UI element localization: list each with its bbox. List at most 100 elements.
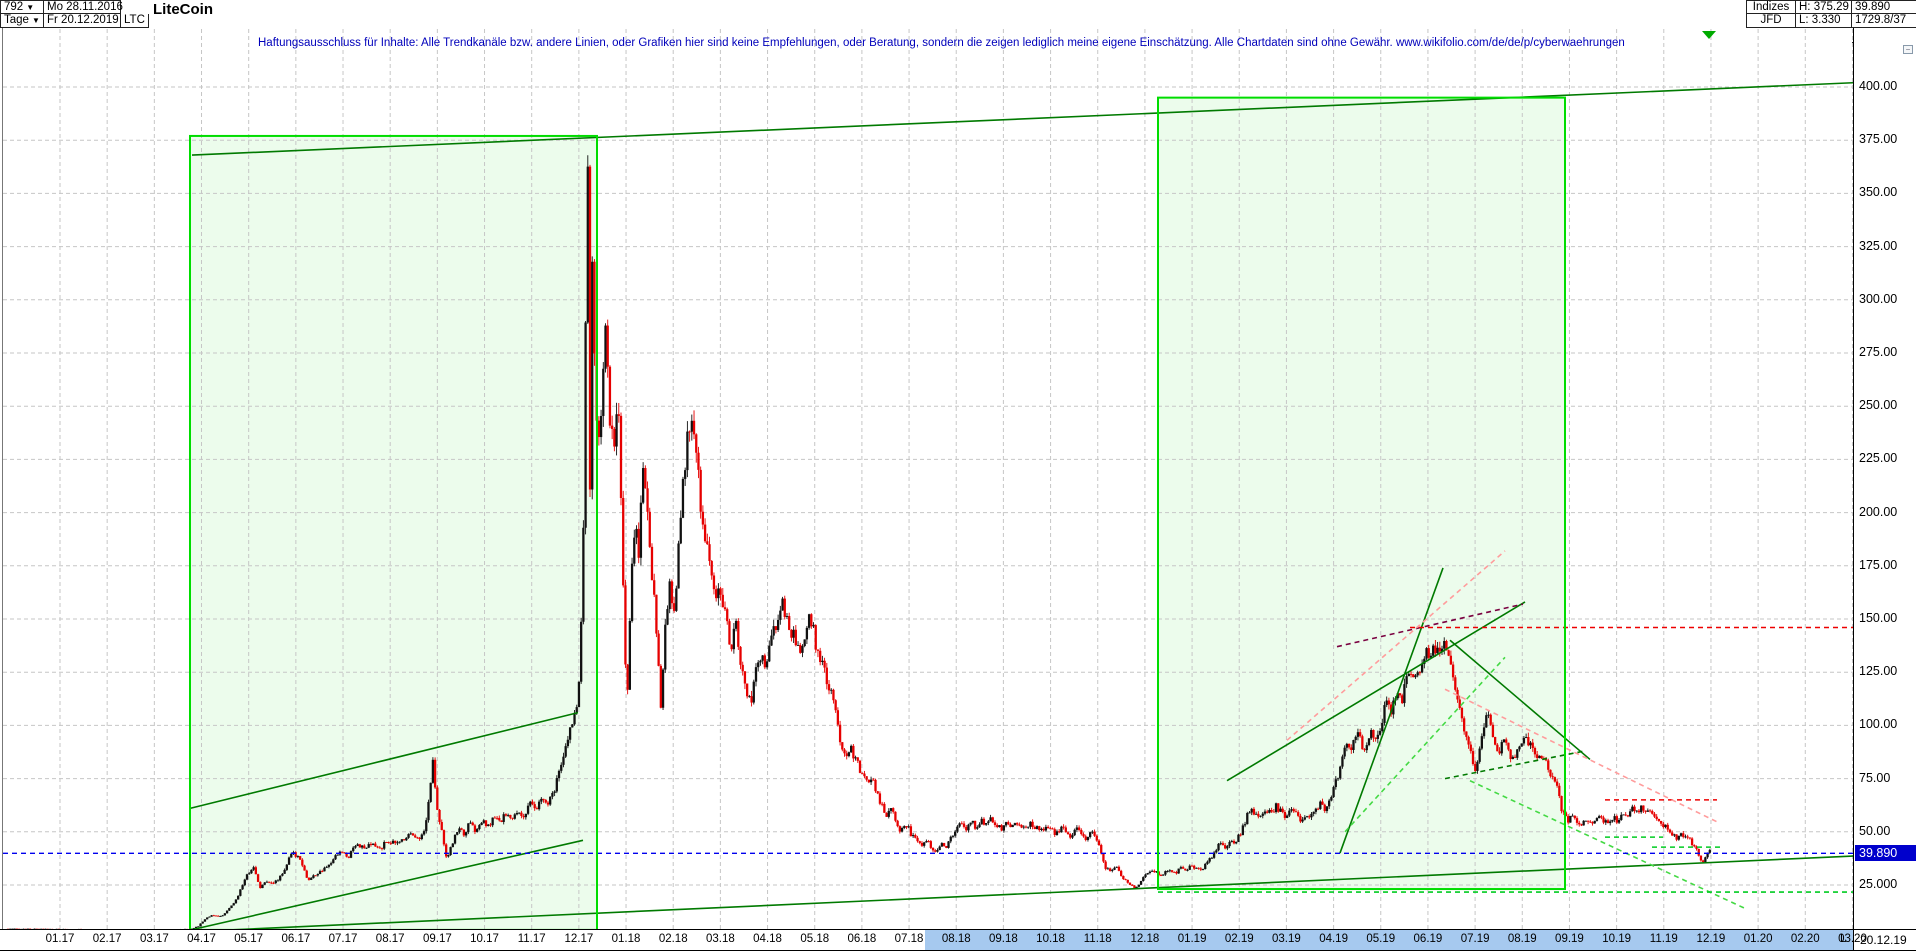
date-axis-label: 11.17 (517, 933, 546, 945)
price-axis[interactable]: 39.890 400.00 375.00 350.00 325.00 300.00 275… (1853, 28, 1916, 930)
date-axis-label: 01.18 (611, 933, 641, 945)
broker-cell: JFD (1746, 14, 1796, 28)
period-low-cell: L: 3.330 (1796, 14, 1852, 28)
date-axis-label: 05.17 (234, 933, 264, 945)
price-axis-label: 250.00 (1859, 398, 1898, 413)
date-axis-label: 03.18 (705, 933, 735, 945)
channel-2017-upper[interactable] (189, 711, 579, 810)
date-axis-label: 09.17 (422, 933, 452, 945)
date-axis-label: 05.19 (1366, 933, 1396, 945)
phase-box-2017-fill (190, 135, 597, 930)
price-axis-label: 375.00 (1859, 132, 1898, 147)
price-axis-label: 325.00 (1859, 238, 1898, 253)
long-lower-support[interactable] (224, 855, 1854, 931)
price-axis-label: 225.00 (1859, 451, 1898, 466)
instrument-title: LiteCoin (153, 1, 213, 18)
date-axis-label: 12.17 (564, 933, 594, 945)
start-date-cell: Mo 28.11.2016 (44, 0, 123, 14)
chevron-down-icon: ▼ (31, 16, 40, 25)
date-axis-label: 02.19 (1224, 933, 1254, 945)
date-axis-label: 05.18 (800, 933, 830, 945)
collapse-icon[interactable]: − (1903, 45, 1913, 54)
price-axis-label: 400.00 (1859, 79, 1898, 93)
darkgreen-dashed-rising[interactable] (1444, 750, 1586, 780)
price-axis-label: 100.00 (1859, 717, 1898, 732)
date-axis-label: 06.19 (1413, 933, 1443, 945)
date-axis-label: 09.18 (989, 933, 1018, 945)
date-axis-highlight (925, 930, 1853, 950)
date-axis-label: 10.19 (1602, 933, 1631, 945)
pink-falling-trend[interactable] (1444, 688, 1721, 825)
date-axis-end-date: 20.12.19 (1860, 933, 1907, 947)
price-axis-label: 200.00 (1859, 504, 1898, 519)
date-axis-label: 01.20 (1743, 933, 1773, 945)
volume-info-cell: 1729.8/37 (1852, 14, 1916, 28)
date-axis-label: 07.19 (1460, 933, 1490, 945)
period-mode-value: Tage (4, 14, 29, 26)
price-axis-label: 75.00 (1859, 770, 1891, 785)
gridlines (2, 28, 1860, 951)
price-axis-label: 25.000 (1859, 877, 1898, 891)
date-axis-label: 09.19 (1555, 933, 1584, 945)
signal-triangle-down (1702, 31, 1716, 39)
price-axis-label: 150.00 (1859, 611, 1898, 625)
date-axis-label: 10.18 (1036, 933, 1065, 945)
date-axis-label: 07.18 (894, 933, 924, 945)
date-axis-label: 04.17 (187, 933, 216, 945)
date-axis-label: 11.19 (1649, 933, 1678, 945)
phase-box-fills (190, 97, 1565, 930)
symbol-cell: LTC (121, 14, 149, 28)
date-axis-label: 03.17 (139, 933, 169, 945)
date-axis-label: 08.17 (375, 933, 405, 945)
chevron-down-icon: ▼ (26, 2, 35, 12)
peak-resistance-maroon[interactable] (1336, 603, 1524, 648)
period-high-cell: H: 375.29 (1796, 0, 1852, 14)
wedge-2019-main[interactable] (1226, 601, 1526, 782)
phase-box-2019[interactable] (1157, 96, 1566, 891)
channel-2017-lower[interactable] (189, 839, 584, 931)
date-axis-label: 06.18 (847, 933, 877, 945)
phase-box-2019-fill (1158, 97, 1565, 890)
date-axis-label: 10.17 (470, 933, 499, 945)
peak-2019-decline[interactable] (1449, 639, 1591, 761)
date-axis-label: 11.18 (1083, 933, 1112, 945)
period-mode-dropdown[interactable]: Tage ▼ (0, 14, 44, 28)
bars-count-value: 792 (4, 0, 24, 13)
trendlines[interactable] (3, 81, 1854, 931)
date-axis-label: 07.17 (328, 933, 358, 945)
date-axis-label: 02.17 (92, 933, 122, 945)
last-price-cell: 39.890 (1852, 0, 1916, 14)
lightgreen-rising-trend[interactable] (1344, 656, 1506, 833)
date-axis-label: 04.18 (753, 933, 782, 945)
end-date-cell: Fr 20.12.2019 (44, 14, 121, 28)
date-axis-label: 01.17 (45, 933, 75, 945)
date-axis-label: 01.19 (1177, 933, 1207, 945)
price-axis-label: 175.00 (1859, 557, 1898, 572)
date-axis-label: 12.19 (1696, 933, 1726, 945)
date-axis[interactable]: L 20.12.19 01.17 02.17 03.17 04.17 05.17 06.1… (0, 929, 1916, 951)
bars-count-dropdown[interactable]: 792 ▼ (0, 0, 44, 14)
date-axis-label: 03.20 (1838, 933, 1867, 945)
price-axis-label: 275.00 (1859, 345, 1898, 359)
lightgreen-falling-trend[interactable] (1469, 780, 1746, 910)
price-axis-label: 350.00 (1859, 185, 1898, 200)
pink-rising-trend[interactable] (1286, 550, 1506, 741)
price-axis-label: 50.00 (1859, 823, 1891, 838)
date-axis-label: 04.19 (1319, 933, 1348, 945)
price-axis-label: 300.00 (1859, 291, 1898, 306)
date-axis-label: 08.18 (941, 933, 971, 945)
price-axis-label: 125.00 (1859, 664, 1898, 679)
date-axis-label: 02.18 (658, 933, 688, 945)
date-axis-label: 12.18 (1130, 933, 1160, 945)
wedge-2019-steep[interactable] (1339, 567, 1444, 854)
date-axis-label: 03.19 (1272, 933, 1301, 945)
long-upper-trendline[interactable] (191, 81, 1854, 156)
date-axis-label: 08.19 (1507, 933, 1537, 945)
chart-markers (1702, 31, 1716, 39)
date-axis-label: 06.17 (281, 933, 311, 945)
date-axis-label: 02.20 (1790, 933, 1820, 945)
date-axis-end-marker: L (1840, 933, 1847, 945)
last-price-tag: 39.890 (1855, 845, 1916, 862)
exchange-cell: Indizes (1746, 0, 1796, 14)
